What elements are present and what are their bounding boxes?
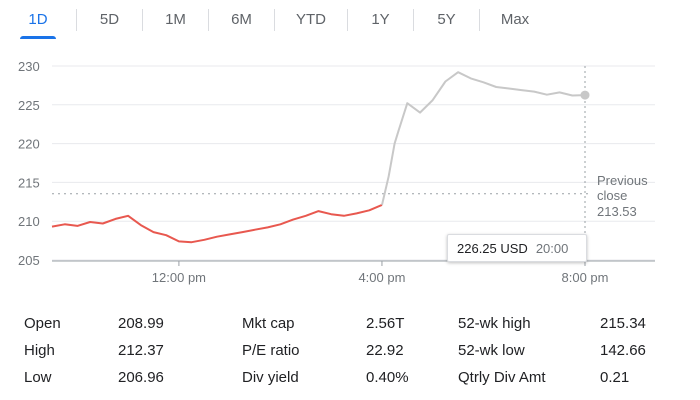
- after-hours-line: [381, 71, 586, 206]
- y-tick-label: 210: [18, 214, 40, 229]
- tab-max[interactable]: Max: [500, 11, 530, 28]
- tab-divider: [208, 9, 209, 31]
- tab-1d[interactable]: 1D: [18, 0, 58, 40]
- y-tick-label: 230: [18, 59, 40, 74]
- tab-divider: [274, 9, 275, 31]
- x-tick-label: 8:00 pm: [562, 270, 609, 285]
- tab-5d[interactable]: 5D: [99, 11, 120, 28]
- tab-divider: [413, 9, 414, 31]
- tab-divider: [479, 9, 480, 31]
- stats-row: Open 208.99 Mkt cap 2.56T 52-wk high 215…: [24, 310, 684, 337]
- stat-value-mkt-cap: 2.56T: [366, 315, 405, 332]
- y-tick-label: 205: [18, 253, 40, 268]
- stat-value-open: 208.99: [118, 315, 164, 332]
- stat-value-high: 212.37: [118, 342, 164, 359]
- stat-label-high: High: [24, 342, 55, 359]
- stat-label-pe-ratio: P/E ratio: [242, 342, 300, 359]
- stat-label-open: Open: [24, 315, 61, 332]
- stat-label-mkt-cap: Mkt cap: [242, 315, 295, 332]
- x-tick-label: 12:00 pm: [152, 270, 206, 285]
- previous-close-value: 213.53: [597, 204, 637, 219]
- stat-value-div-yield: 0.40%: [366, 369, 409, 386]
- time-range-tabs: 1D 5D 1M 6M YTD 1Y 5Y Max: [18, 0, 678, 40]
- stat-label-52wk-low: 52-wk low: [458, 342, 525, 359]
- tooltip-price: 226.25 USD: [457, 241, 528, 256]
- stat-value-qtrly-div-amt: 0.21: [600, 369, 630, 386]
- stat-label-qtrly-div-amt: Qtrly Div Amt: [458, 369, 546, 386]
- tab-divider: [142, 9, 143, 31]
- tab-5y[interactable]: 5Y: [437, 11, 456, 28]
- stat-value-52wk-low: 142.66: [600, 342, 646, 359]
- tab-1y[interactable]: 1Y: [371, 11, 390, 28]
- stat-value-low: 206.96: [118, 369, 164, 386]
- previous-close-label: close: [597, 188, 627, 203]
- price-tooltip: 226.25 USD 20:00: [447, 234, 587, 262]
- stat-value-pe-ratio: 22.92: [366, 342, 404, 359]
- price-chart[interactable]: 230 225 220 215 210 205 12:00 pm 4:00 pm 8:00 pm…: [0, 48, 700, 298]
- stat-label-low: Low: [24, 369, 52, 386]
- tab-1m[interactable]: 1M: [165, 11, 186, 28]
- tab-divider: [76, 9, 77, 31]
- stats-row: Low 206.96 Div yield 0.40% Qtrly Div Amt…: [24, 364, 684, 391]
- y-tick-label: 215: [18, 175, 40, 190]
- tab-6m[interactable]: 6M: [231, 11, 252, 28]
- stats-row: High 212.37 P/E ratio 22.92 52-wk low 14…: [24, 337, 684, 364]
- tab-divider: [347, 9, 348, 31]
- last-price-marker: [580, 90, 590, 100]
- key-stats-table: Open 208.99 Mkt cap 2.56T 52-wk high 215…: [24, 310, 684, 391]
- regular-session-line: [51, 203, 383, 244]
- x-tick-label: 4:00 pm: [358, 270, 405, 285]
- previous-close-label: Previous: [597, 173, 648, 188]
- stat-label-div-yield: Div yield: [242, 369, 299, 386]
- stat-value-52wk-high: 215.34: [600, 315, 646, 332]
- y-tick-label: 225: [18, 98, 40, 113]
- y-tick-label: 220: [18, 137, 40, 152]
- stat-label-52wk-high: 52-wk high: [458, 315, 531, 332]
- tab-ytd[interactable]: YTD: [296, 11, 326, 28]
- price-chart-svg: 230 225 220 215 210 205 12:00 pm 4:00 pm 8:00 pm…: [18, 59, 655, 285]
- tooltip-time: 20:00: [535, 241, 569, 256]
